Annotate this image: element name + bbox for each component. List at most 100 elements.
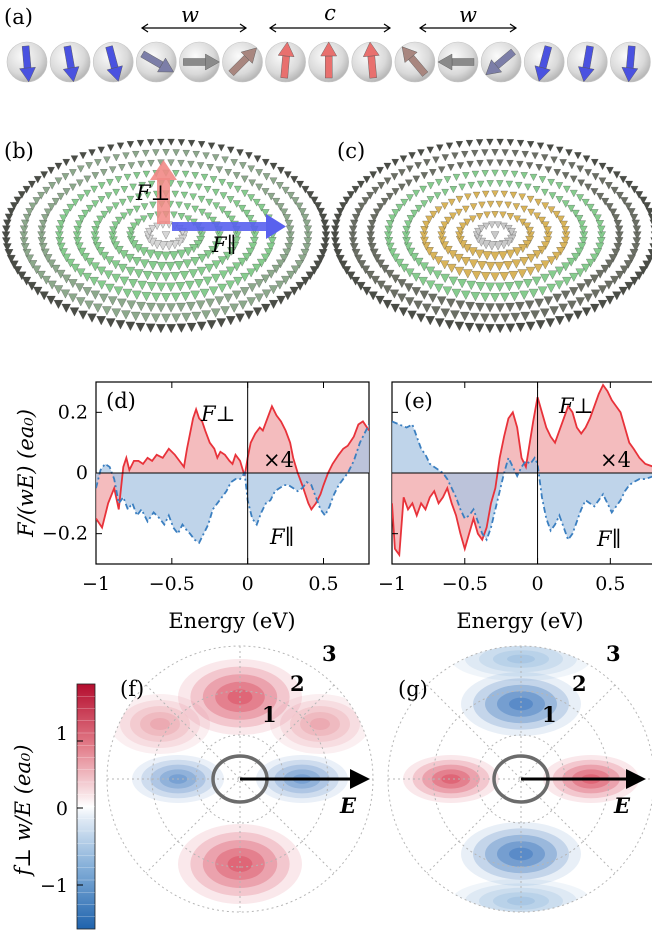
spin-cone [595, 242, 605, 252]
spin-cone [505, 180, 513, 188]
spin-cone [398, 183, 406, 191]
spin-cone [419, 262, 429, 272]
spin-cone [260, 274, 271, 284]
spin-cone [25, 254, 34, 263]
spin-cone [120, 212, 128, 220]
dim-label-w1: w [181, 3, 199, 27]
spin-cone [75, 220, 84, 229]
spin-cone [218, 270, 229, 280]
spin-cone [83, 189, 91, 198]
spin-cone [391, 159, 399, 167]
map-lobe [431, 769, 471, 789]
spin-cone [434, 318, 445, 328]
spin-cone [406, 247, 416, 257]
spin-cone [97, 196, 106, 204]
spin-cone [425, 266, 436, 276]
spin-cone [276, 182, 284, 190]
spin-cone [348, 225, 358, 234]
spin-cone [475, 282, 486, 292]
spin-cone [547, 206, 556, 214]
spin-cone [32, 197, 41, 205]
spin-cone [142, 170, 151, 178]
spin-cone [610, 275, 620, 285]
spin-cone [272, 198, 281, 206]
spin-cone [506, 213, 515, 221]
spin-cone [519, 257, 529, 267]
spin-cone [183, 203, 192, 211]
spin-arrow [277, 41, 295, 79]
map-lobe [509, 847, 533, 861]
spin-cone [252, 199, 261, 207]
spin-cone [147, 160, 155, 167]
spin-cone [171, 190, 179, 198]
spin-cone [356, 282, 366, 291]
spin-cone [41, 214, 50, 222]
spin-cone [390, 173, 399, 181]
spin-cone [204, 263, 214, 273]
spin-cone [615, 192, 624, 200]
spin-cone [140, 203, 149, 211]
spin-arrow [183, 53, 220, 71]
spin-cone [584, 183, 592, 191]
spin-cone [444, 216, 453, 225]
spin-cone [197, 195, 206, 203]
x-tick-label: 0 [242, 573, 254, 595]
spin-cone [262, 159, 270, 167]
spin-cone [280, 208, 289, 217]
spin-cone [598, 162, 607, 171]
spin-cone [156, 282, 166, 292]
spin-cone [195, 300, 206, 310]
map-lobe [178, 824, 302, 904]
spin-cone [482, 222, 490, 230]
spin-cone [32, 265, 42, 275]
spin-cone [77, 194, 85, 202]
spin-cone [97, 280, 107, 290]
spin-cone [225, 280, 235, 290]
spin-cone [613, 219, 622, 228]
ring-label-1-g: 1 [542, 702, 557, 727]
spin-cone [112, 154, 120, 162]
spin-cone [66, 204, 75, 212]
spin-cone [429, 169, 437, 177]
spin-cone [269, 177, 278, 185]
spin-cone [510, 170, 519, 178]
plot-d-xlabel: Energy (eV) [168, 609, 295, 633]
spin-cone [91, 172, 100, 180]
spin-cone [486, 159, 494, 167]
spin-cone [521, 151, 529, 158]
x-tick-label: 0.5 [308, 573, 338, 595]
spin-cone [596, 237, 606, 246]
spin-cone [475, 302, 485, 313]
spin-cone [62, 209, 71, 217]
spin-cone [556, 146, 564, 154]
spin-cone [313, 260, 323, 270]
series-line-fpar [392, 420, 652, 542]
spin-cone [593, 214, 602, 223]
spin-cone [107, 144, 115, 152]
spin-cone [405, 297, 415, 307]
spin-cone [414, 257, 424, 267]
spin-cone [642, 260, 652, 270]
spin-cone [81, 209, 90, 218]
spin-cone [422, 220, 431, 229]
spin-cone [46, 295, 56, 305]
spin-cone [579, 225, 588, 234]
spin-cone [164, 241, 174, 251]
spin-cone [570, 189, 578, 198]
spin-cone [451, 152, 459, 160]
spin-cone [117, 298, 127, 308]
spin-cone [476, 139, 484, 147]
plot-e-fperp-label: F⊥ [558, 394, 593, 418]
spin-cone [232, 236, 241, 245]
spin-cone [590, 303, 600, 313]
spin-cone [595, 220, 604, 228]
spin-cone [40, 171, 48, 179]
spin-cone [6, 254, 16, 264]
spin-cone [446, 298, 456, 308]
spin-cone [420, 172, 429, 180]
spin-cone [207, 142, 216, 150]
spin-cone [247, 165, 255, 173]
spin-cone [303, 237, 313, 246]
spin-cone [197, 254, 207, 263]
spin-cone [70, 155, 79, 163]
